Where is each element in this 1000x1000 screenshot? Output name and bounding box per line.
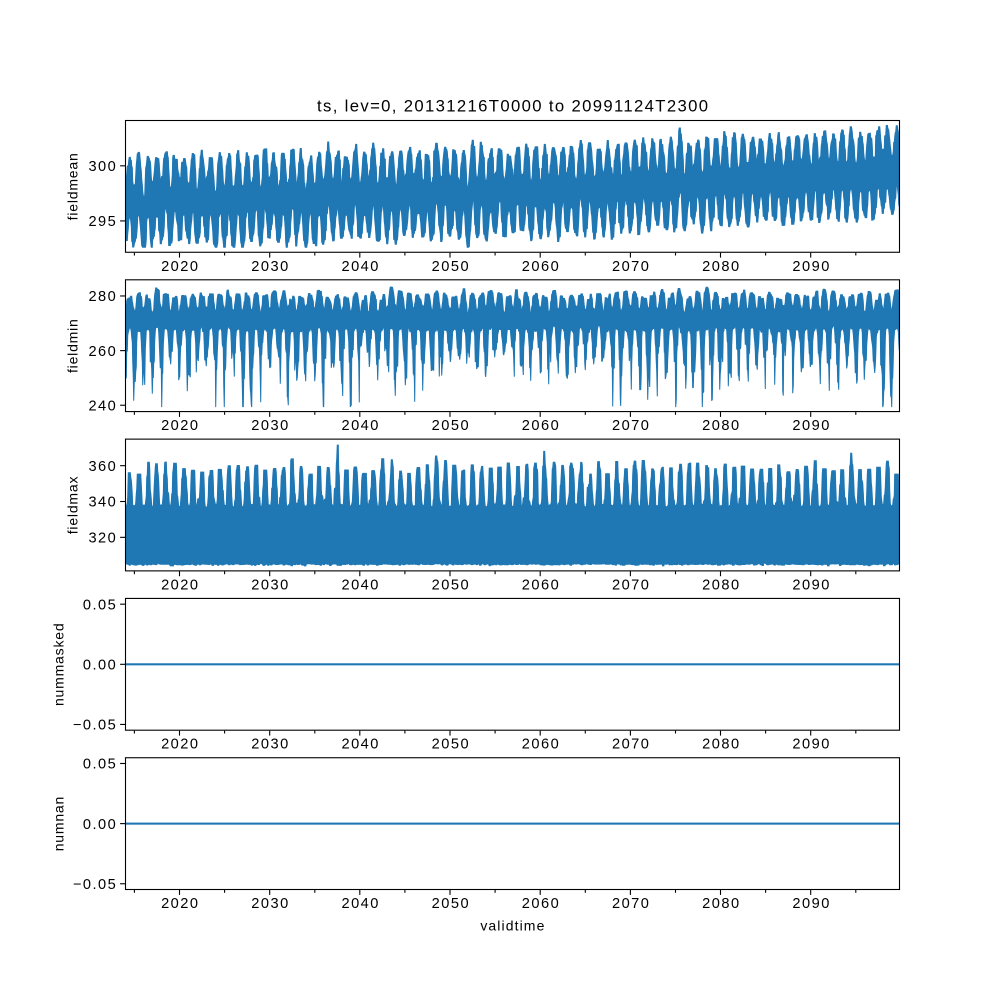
svg-text:2040: 2040 — [341, 577, 379, 593]
svg-text:2020: 2020 — [161, 577, 199, 593]
svg-text:2080: 2080 — [702, 737, 740, 753]
svg-text:2040: 2040 — [341, 896, 379, 912]
svg-text:2050: 2050 — [432, 259, 470, 275]
svg-text:2030: 2030 — [251, 418, 289, 434]
svg-text:2060: 2060 — [522, 418, 560, 434]
svg-text:300: 300 — [88, 159, 117, 175]
svg-text:320: 320 — [88, 531, 117, 547]
svg-text:240: 240 — [88, 398, 117, 414]
svg-text:2050: 2050 — [432, 418, 470, 434]
svg-text:0.05: 0.05 — [83, 597, 117, 613]
svg-text:2020: 2020 — [161, 896, 199, 912]
svg-text:2040: 2040 — [341, 418, 379, 434]
svg-text:2080: 2080 — [702, 577, 740, 593]
svg-text:2070: 2070 — [612, 577, 650, 593]
svg-text:2060: 2060 — [522, 737, 560, 753]
svg-text:2090: 2090 — [792, 896, 830, 912]
svg-text:fieldmax: fieldmax — [65, 476, 81, 535]
svg-text:2060: 2060 — [522, 577, 560, 593]
svg-text:2020: 2020 — [161, 418, 199, 434]
svg-text:2070: 2070 — [612, 896, 650, 912]
svg-text:2030: 2030 — [251, 737, 289, 753]
svg-text:2030: 2030 — [251, 577, 289, 593]
svg-text:numnan: numnan — [51, 796, 67, 851]
svg-text:340: 340 — [88, 495, 117, 511]
svg-text:2090: 2090 — [792, 259, 830, 275]
svg-text:295: 295 — [88, 214, 117, 230]
svg-text:2040: 2040 — [341, 259, 379, 275]
svg-text:nummasked: nummasked — [51, 623, 67, 706]
svg-text:2080: 2080 — [702, 259, 740, 275]
svg-text:0.00: 0.00 — [83, 817, 117, 833]
svg-text:2050: 2050 — [432, 737, 470, 753]
svg-text:2030: 2030 — [251, 259, 289, 275]
svg-text:2060: 2060 — [522, 259, 560, 275]
svg-text:360: 360 — [88, 459, 117, 475]
svg-text:2080: 2080 — [702, 418, 740, 434]
svg-text:2070: 2070 — [612, 737, 650, 753]
svg-text:2040: 2040 — [341, 737, 379, 753]
svg-text:ts, lev=0, 20131216T0000 to 20: ts, lev=0, 20131216T0000 to 20991124T230… — [317, 97, 709, 116]
svg-text:fieldmean: fieldmean — [65, 152, 81, 220]
svg-text:2050: 2050 — [432, 577, 470, 593]
svg-text:2060: 2060 — [522, 896, 560, 912]
svg-text:2070: 2070 — [612, 259, 650, 275]
svg-text:2020: 2020 — [161, 259, 199, 275]
svg-text:2090: 2090 — [792, 737, 830, 753]
svg-text:−0.05: −0.05 — [73, 718, 117, 734]
svg-text:0.00: 0.00 — [83, 658, 117, 674]
svg-text:2030: 2030 — [251, 896, 289, 912]
svg-text:260: 260 — [88, 344, 117, 360]
svg-text:2090: 2090 — [792, 577, 830, 593]
svg-text:280: 280 — [88, 289, 117, 305]
svg-text:2050: 2050 — [432, 896, 470, 912]
svg-text:−0.05: −0.05 — [73, 877, 117, 893]
svg-text:validtime: validtime — [480, 918, 545, 934]
svg-text:2070: 2070 — [612, 418, 650, 434]
svg-text:2090: 2090 — [792, 418, 830, 434]
svg-text:fieldmin: fieldmin — [65, 318, 81, 373]
svg-text:2020: 2020 — [161, 737, 199, 753]
svg-text:2080: 2080 — [702, 896, 740, 912]
svg-text:0.05: 0.05 — [83, 757, 117, 773]
